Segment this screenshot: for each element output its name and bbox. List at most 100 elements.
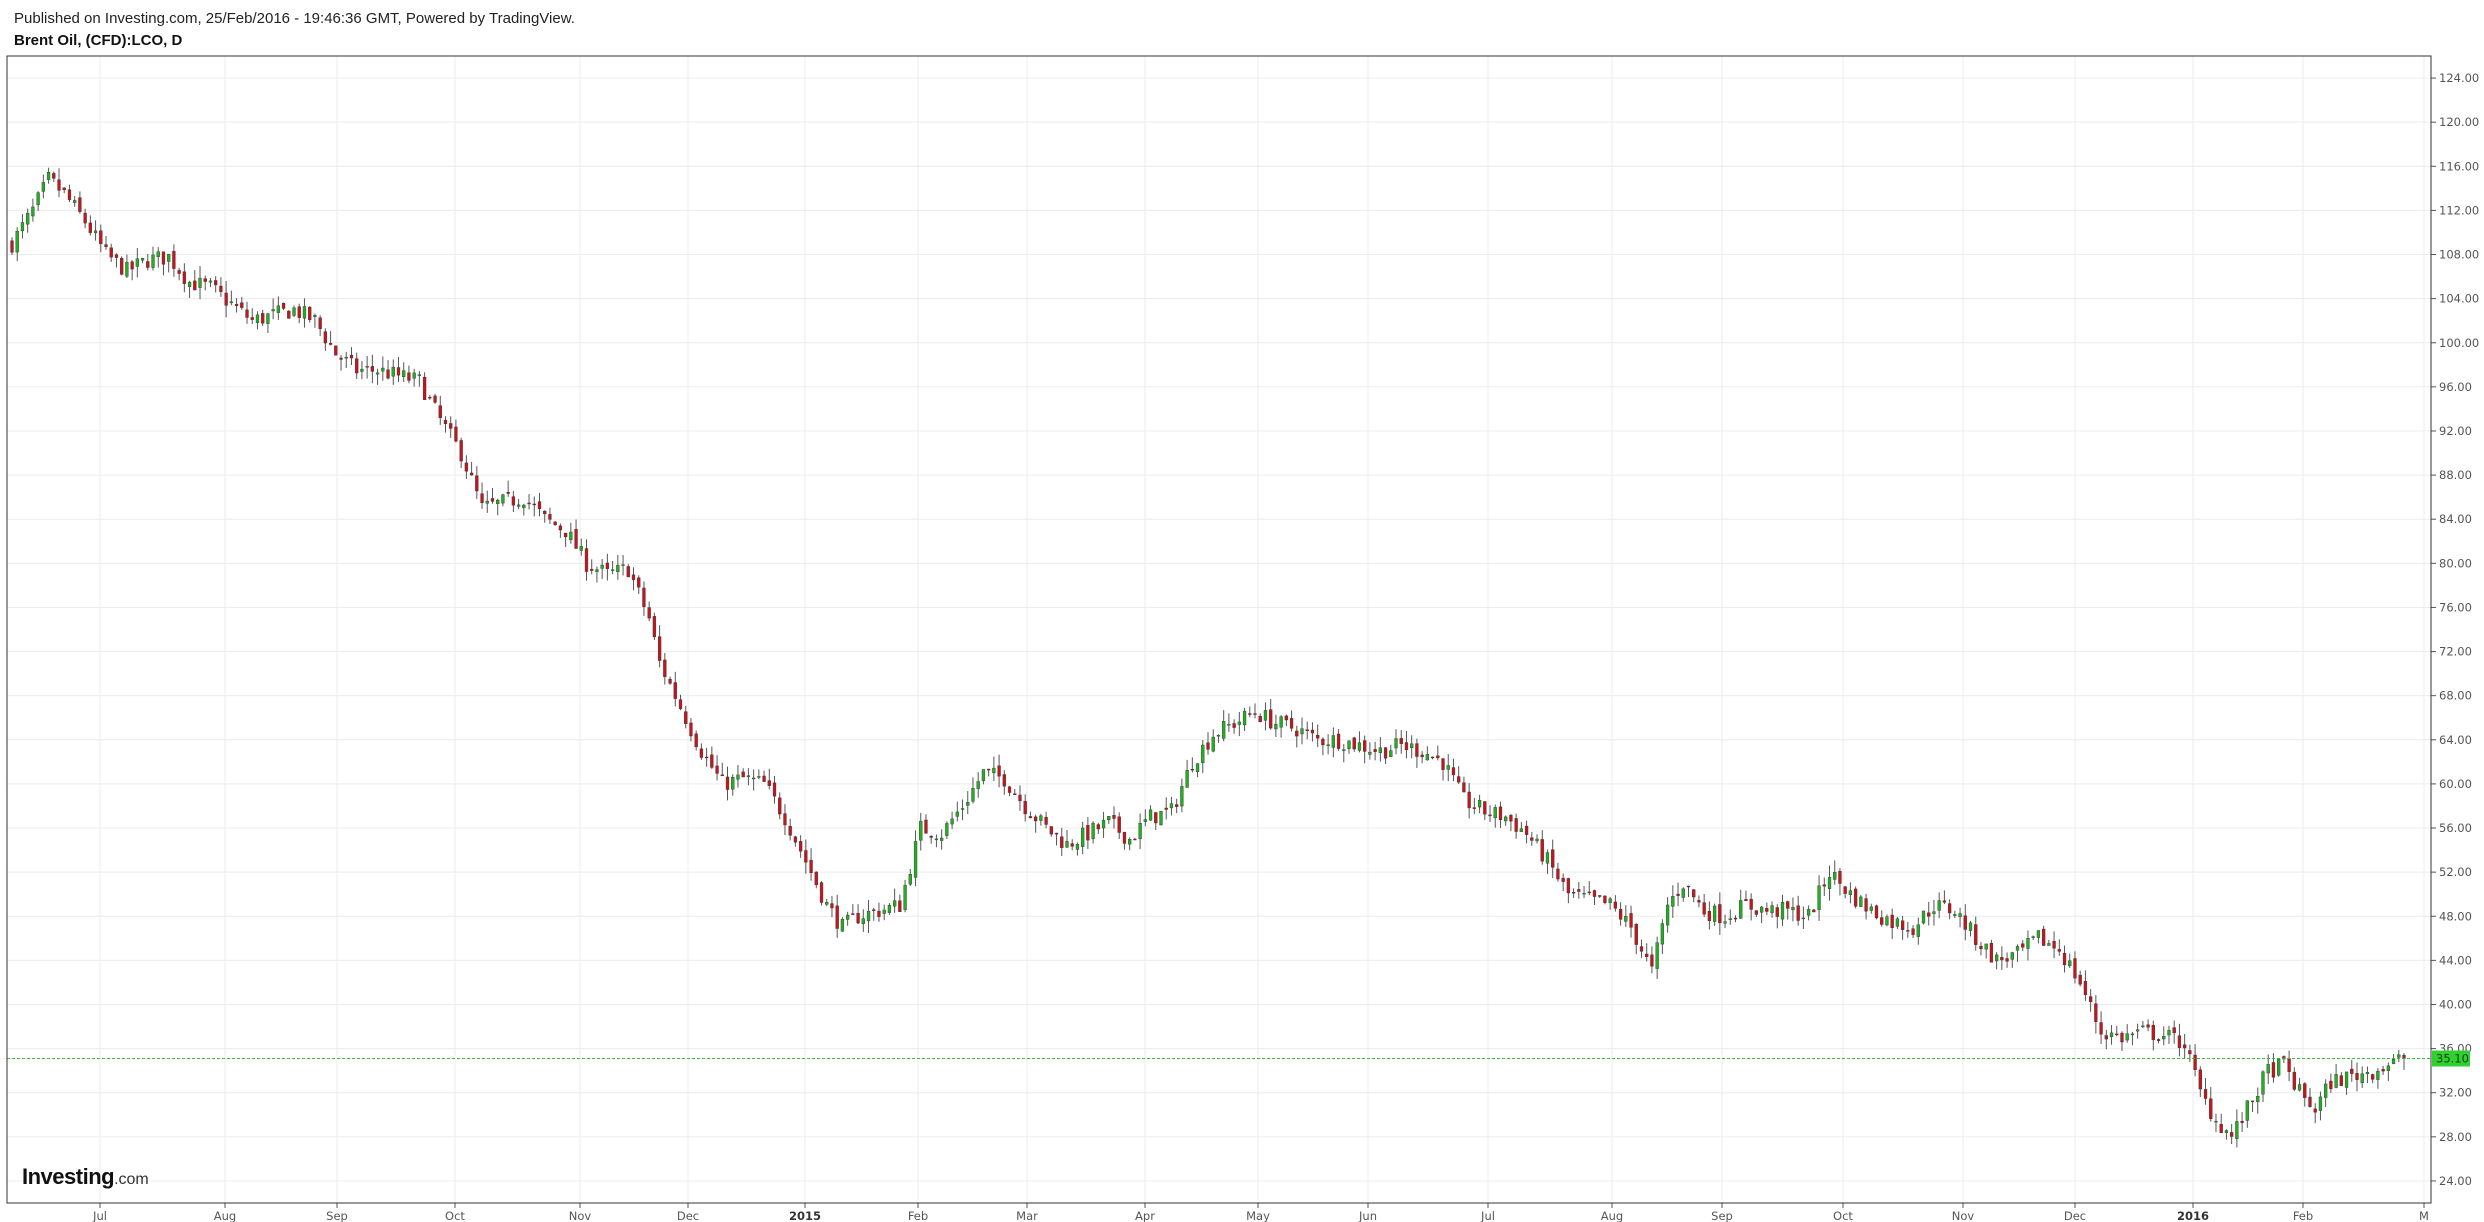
candle-down <box>454 426 458 442</box>
candle-down <box>1853 888 1858 907</box>
candle-down <box>1488 814 1492 817</box>
candle-up <box>1885 916 1889 926</box>
candle-up <box>73 200 77 203</box>
candle-down <box>355 358 359 374</box>
candle-down <box>1054 832 1059 835</box>
candle-down <box>767 780 771 786</box>
candle-down <box>924 819 928 834</box>
candle-down <box>2230 1132 2234 1137</box>
price-axis[interactable]: 24.0028.0032.0036.0040.0044.0048.0052.00… <box>2431 71 2479 1188</box>
candle-up <box>1535 838 1539 842</box>
candle-up <box>1075 844 1080 850</box>
candle-up <box>861 918 865 924</box>
candle-up <box>1394 738 1398 749</box>
candle-up <box>731 777 735 790</box>
candle-up <box>616 564 620 573</box>
candle-down <box>1373 749 1377 752</box>
candle-up <box>2036 930 2041 938</box>
symbol-title: Brent Oil, (CFD):LCO, D <box>14 32 183 49</box>
candle-up <box>1958 913 1962 918</box>
candle-up <box>825 902 829 905</box>
candle-up <box>1780 902 1785 920</box>
candle-down <box>1613 901 1618 909</box>
candle-down <box>1650 954 1654 967</box>
candle-up <box>1953 914 1957 916</box>
candle-up <box>276 305 280 313</box>
candle-down <box>219 285 223 292</box>
x-tick-label: Jun <box>1358 1209 1377 1222</box>
x-tick-label: Apr <box>1135 1209 1155 1222</box>
investing-logo: Investing.com <box>22 1164 149 1190</box>
candle-down <box>172 251 176 269</box>
candle-down <box>1587 891 1591 894</box>
candle-down <box>1645 953 1649 957</box>
candle-up <box>1216 735 1221 737</box>
candle-up <box>381 367 385 372</box>
y-tick-label: 80.00 <box>2439 556 2472 570</box>
candle-down <box>443 419 448 424</box>
candle-up <box>1279 716 1283 728</box>
candle-down <box>1498 806 1503 820</box>
candle-down <box>558 525 563 531</box>
candle-down <box>2188 1050 2192 1055</box>
candle-down <box>2094 1003 2098 1022</box>
candle-down <box>856 913 860 924</box>
candle-down <box>1117 816 1121 833</box>
candle-down <box>349 354 354 359</box>
candle-down <box>2193 1054 2197 1071</box>
candle-down <box>328 342 333 345</box>
candle-up <box>1801 917 1806 920</box>
candle-up <box>344 356 348 359</box>
candle-up <box>940 837 944 841</box>
candle-up <box>2136 1029 2140 1032</box>
candle-up <box>1932 911 1936 915</box>
candle-down <box>130 261 134 270</box>
candle-down <box>725 776 730 790</box>
candle-down <box>1404 742 1409 751</box>
logo-name: Investing <box>22 1164 115 1189</box>
candle-down <box>2271 1062 2276 1078</box>
candle-up <box>1410 743 1414 748</box>
time-axis[interactable]: Jul Aug Sep Oct Nov Dec 2015 Feb Mar Apr May Jun Jul… <box>92 1203 2429 1222</box>
candle-up <box>1222 721 1226 739</box>
candle-down <box>2083 980 2088 996</box>
y-tick-label: 84.00 <box>2439 512 2472 526</box>
candle-down <box>2041 928 2046 946</box>
candle-up <box>1921 910 1926 924</box>
candle-down <box>804 850 808 863</box>
candle-down <box>642 587 646 607</box>
candle-down <box>1420 754 1424 758</box>
candle-down <box>1112 814 1116 819</box>
candle-down <box>637 577 641 588</box>
candle-down <box>793 836 798 843</box>
candle-down <box>480 493 484 504</box>
candle-down <box>2355 1073 2359 1080</box>
candle-up <box>26 212 30 225</box>
candle-down <box>1812 909 1816 913</box>
candle-down <box>2052 941 2056 949</box>
candle-down <box>647 607 651 619</box>
candle-up <box>2245 1100 2249 1121</box>
x-tick-label: Oct <box>1833 1209 1853 1222</box>
candle-up <box>1671 896 1675 907</box>
candle-up <box>93 230 98 234</box>
y-tick-label: 56.00 <box>2439 821 2472 835</box>
candle-up <box>198 277 202 288</box>
y-tick-label: 100.00 <box>2439 336 2479 350</box>
y-tick-label: 64.00 <box>2439 733 2472 747</box>
candle-down <box>605 562 610 569</box>
candle-down <box>2381 1069 2385 1072</box>
candle-up <box>1446 765 1450 770</box>
y-tick-label: 24.00 <box>2439 1174 2472 1188</box>
candle-down <box>422 376 427 401</box>
candle-up <box>412 372 416 379</box>
candle-up <box>1984 943 1988 950</box>
candle-down <box>1900 920 1905 930</box>
candle-up <box>908 874 912 885</box>
candle-up <box>135 258 139 267</box>
candle-down <box>83 212 87 224</box>
candle-up <box>1331 735 1335 748</box>
candle-up <box>271 309 275 312</box>
candle-up <box>1368 751 1372 755</box>
